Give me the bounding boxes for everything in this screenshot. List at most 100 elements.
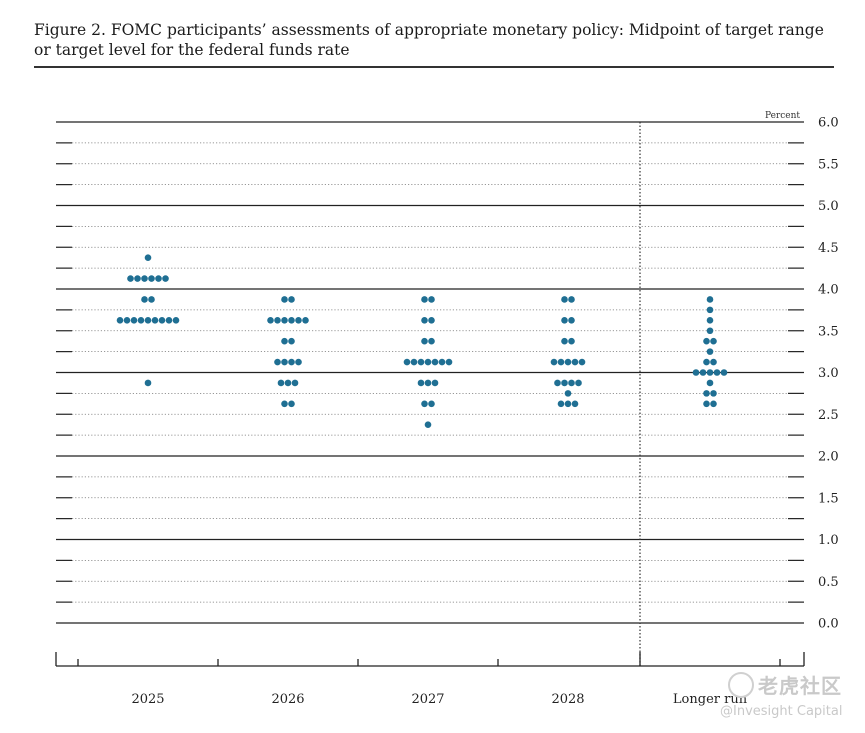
participant-dot [281,337,288,345]
participant-dot [295,358,302,366]
participant-dot [274,358,281,366]
participant-dot [564,400,572,408]
participant-dot [710,400,717,408]
y-tick-label: 3.0 [818,366,839,381]
participant-dot [703,400,710,408]
participant-dot [703,390,710,397]
participant-dot [706,348,714,355]
participant-dot [403,358,411,366]
participant-dot [267,317,274,324]
x-category-label: 2028 [551,692,584,707]
participant-dot [431,379,439,387]
x-category-label: Longer run [673,692,748,707]
participant-dot [706,369,714,376]
x-category-label: 2027 [411,692,444,707]
participant-dot [123,317,131,324]
participant-dot [165,317,173,324]
participant-dot [148,296,155,303]
participant-dot [561,317,568,324]
watermark-logo-icon [728,672,754,698]
participant-dot [284,379,292,387]
dot-layer [116,254,728,428]
participant-dot [428,400,435,408]
watermark-logo: 老虎社区 [758,674,842,698]
title-rule [34,66,834,68]
participant-dot [277,379,285,387]
participant-dot [568,317,575,324]
grid-layer [56,121,804,624]
participant-dot [703,337,710,345]
participant-dot [424,379,432,387]
participant-dot [554,379,561,387]
participant-dot [703,358,710,366]
participant-dot [710,337,717,345]
participant-dot [158,317,166,324]
participant-dot [155,275,162,282]
participant-dot [706,379,714,387]
participant-dot [428,337,435,345]
x-category-label: 2026 [271,692,304,707]
participant-dot [141,275,148,282]
participant-dot [162,275,169,282]
participant-dot [134,275,141,282]
watermark-credit: @Invesight Capital [720,704,843,719]
unit-label: Percent [765,111,800,121]
participant-dot [295,317,302,324]
participant-dot [137,317,145,324]
participant-dot [417,358,425,366]
participant-dot [428,317,435,324]
y-tick-label: 4.5 [818,241,839,256]
participant-dot [578,358,586,366]
participant-dot [710,358,717,366]
y-tick-label: 5.5 [818,157,839,172]
y-tick-label: 3.5 [818,324,839,339]
participant-dot [288,337,295,345]
participant-dot [561,337,568,345]
participant-dot [281,296,288,303]
participant-dot [288,358,295,366]
participant-dot [720,369,728,376]
participant-dot [116,317,124,324]
y-tick-label: 1.0 [818,533,839,548]
participant-dot [706,306,714,314]
participant-dot [141,296,148,303]
participant-dot [564,358,572,366]
participant-dot [421,317,428,324]
participant-dot [428,296,435,303]
participant-dot [302,317,309,324]
axis-layer: 0.0 0.5 1.0 1.5 2.0 2.5 3.0 3.5 4.0 4.5 5.0 5.5 6.0 2… [55,116,839,707]
participant-dot [431,358,439,366]
participant-dot [288,317,295,324]
participant-dot [561,379,568,387]
participant-dot [692,369,700,376]
x-category-label: 2025 [131,692,164,707]
participant-dot [710,390,717,397]
participant-dot [561,296,568,303]
participant-dot [144,379,152,387]
participant-dot [713,369,721,376]
participant-dot [127,275,134,282]
participant-dot [410,358,418,366]
participant-dot [281,358,288,366]
participant-dot [438,358,446,366]
participant-dot [130,317,138,324]
participant-dot [144,254,152,261]
participant-dot [424,358,432,366]
participant-dot [557,400,565,408]
participant-dot [568,379,575,387]
participant-dot [706,296,714,303]
participant-dot [417,379,425,387]
participant-dot [421,296,428,303]
y-tick-label: 2.0 [818,450,839,465]
participant-dot [281,317,288,324]
figure-title: Figure 2. FOMC participants’ assessments… [34,21,824,59]
participant-dot [568,296,575,303]
participant-dot [706,317,714,324]
participant-dot [288,400,295,408]
y-tick-label: 6.0 [818,116,839,131]
participant-dot [550,358,558,366]
participant-dot [564,390,572,397]
participant-dot [421,337,428,345]
participant-dot [575,379,582,387]
